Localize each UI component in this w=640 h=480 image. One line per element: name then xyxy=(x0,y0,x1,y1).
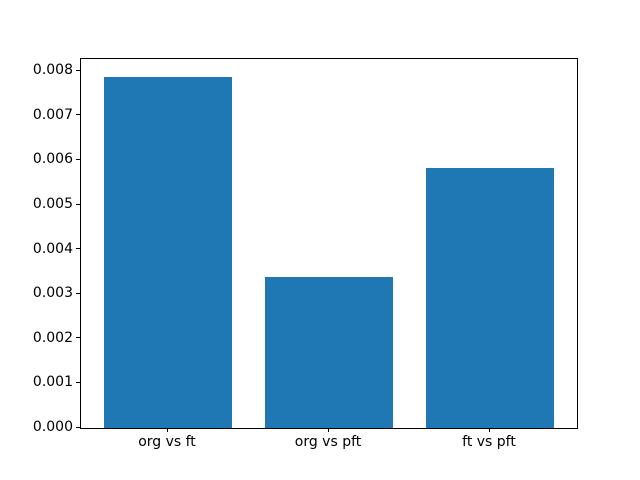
y-tick-label: 0.001 xyxy=(32,374,73,391)
y-tick-label: 0.006 xyxy=(32,151,73,168)
y-tick-mark xyxy=(76,248,80,250)
x-tick-label: ft vs pft xyxy=(462,434,516,450)
y-tick-label: 0.003 xyxy=(32,285,73,302)
x-tick-mark xyxy=(328,428,329,432)
y-tick-mark xyxy=(76,381,80,383)
bar-org-vs-ft xyxy=(103,76,233,428)
x-tick-mark xyxy=(489,428,490,432)
y-tick-label: 0.004 xyxy=(32,240,73,257)
x-tick-label: org vs ft xyxy=(138,434,196,450)
y-tick-mark xyxy=(76,158,80,160)
bar-ft-vs-pft xyxy=(425,167,555,428)
y-tick-label: 0.000 xyxy=(32,419,73,435)
x-tick-mark xyxy=(167,428,168,432)
y-tick-mark xyxy=(76,69,80,71)
y-tick-label: 0.002 xyxy=(32,329,73,346)
y-tick-label: 0.007 xyxy=(32,106,73,123)
y-tick-mark xyxy=(76,114,80,116)
x-tick-label: org vs pft xyxy=(294,434,362,450)
y-tick-mark xyxy=(76,203,80,205)
y-tick-mark xyxy=(76,337,80,339)
y-tick-mark xyxy=(76,426,80,428)
y-tick-mark xyxy=(76,292,80,294)
bar-org-vs-pft xyxy=(264,276,394,428)
y-tick-label: 0.005 xyxy=(32,196,73,212)
plot-area xyxy=(80,58,578,429)
y-tick-label: 0.008 xyxy=(32,62,73,79)
